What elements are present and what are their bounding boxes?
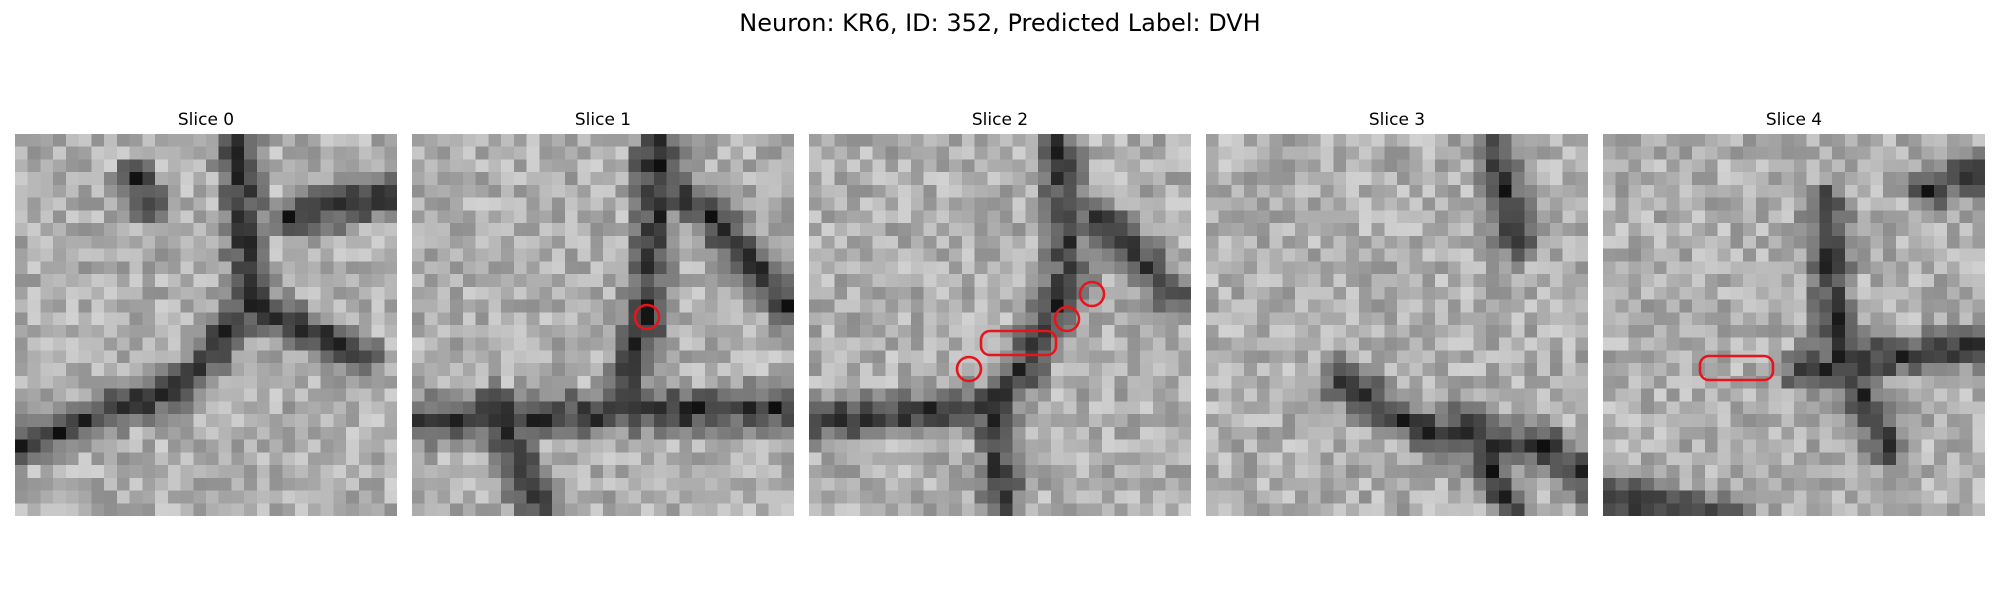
slice-panel-4: Slice 4 — [1603, 108, 1985, 520]
marker-overlay — [1206, 134, 1588, 516]
slice-image — [1603, 134, 1985, 516]
marker-ring — [1053, 305, 1081, 333]
marker-overlay — [15, 134, 397, 516]
marker-ring — [633, 303, 661, 331]
marker-overlay — [1698, 354, 1775, 382]
slice-title: Slice 2 — [971, 110, 1029, 130]
slice-panel-2: Slice 2 — [809, 108, 1191, 520]
slice-title: Slice 1 — [574, 110, 632, 130]
slice-title: Slice 4 — [1765, 110, 1823, 130]
slice-image — [809, 134, 1191, 516]
slice-title: Slice 3 — [1368, 110, 1426, 130]
slice-image — [15, 134, 397, 516]
marker-ring — [1078, 280, 1106, 308]
marker-overlay — [633, 303, 661, 331]
slice-image — [412, 134, 794, 516]
marker-capsule — [979, 329, 1058, 357]
slice-image — [1206, 134, 1588, 516]
slice-panel-1: Slice 1 — [412, 108, 794, 520]
marker-overlay — [955, 280, 1106, 383]
slice-title: Slice 0 — [177, 110, 235, 130]
slice-panel-0: Slice 0 — [15, 108, 397, 520]
marker-capsule — [1698, 354, 1775, 382]
slice-panel-3: Slice 3 — [1206, 108, 1588, 520]
figure-title: Neuron: KR6, ID: 352, Predicted Label: D… — [739, 9, 1261, 37]
marker-ring — [955, 355, 983, 383]
